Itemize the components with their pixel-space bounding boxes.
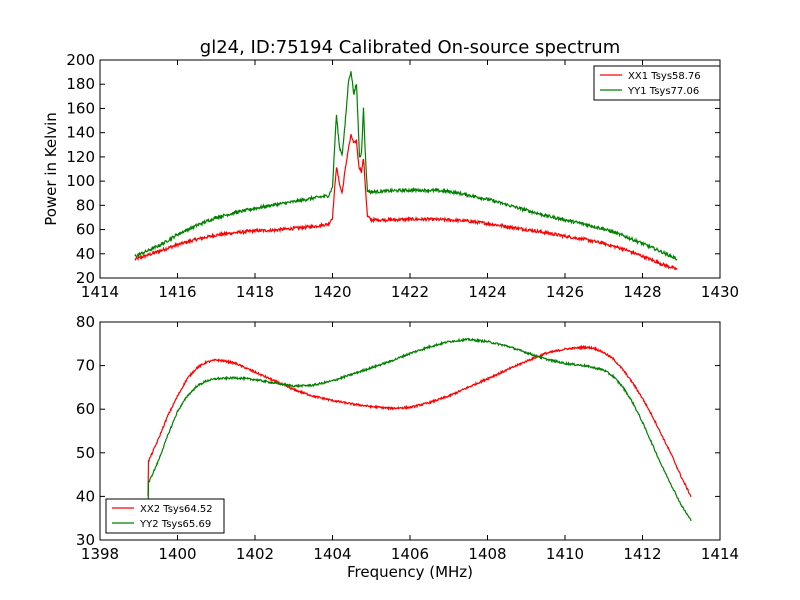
top-y-tick-label: 80 (76, 196, 95, 214)
top-panel: 1414 1416 1418 1420 1422 1424 1426 1428 1430 20 40… (66, 51, 739, 301)
top-series-line-1 (134, 134, 678, 271)
top-legend-label-1: XX1 Tsys58.76 (628, 71, 701, 82)
bottom-x-tick-label: 1404 (313, 545, 351, 563)
bottom-y-tick-label: 60 (76, 400, 95, 418)
bottom-series-line-2 (147, 337, 692, 522)
top-x-tick-label: 1420 (313, 283, 351, 301)
top-y-tick-label: 180 (66, 75, 95, 93)
top-y-tick-label: 40 (76, 245, 95, 263)
top-y-tick-label: 20 (76, 269, 95, 287)
chart-title: gl24, ID:75194 Calibrated On-source spec… (200, 37, 620, 58)
bottom-series-line-1 (147, 344, 692, 498)
top-series-line-2 (134, 71, 678, 261)
top-x-tick-label: 1414 (81, 283, 119, 301)
bottom-y-tick-label: 40 (76, 487, 95, 505)
top-x-tick-label: 1418 (236, 283, 274, 301)
bottom-legend-label-1: XX2 Tsys64.52 (140, 504, 213, 515)
bottom-x-tick-label: 1414 (701, 545, 739, 563)
top-y-tick-label: 140 (66, 124, 95, 142)
top-y-tick-label: 160 (66, 99, 95, 117)
bottom-x-tick-label: 1402 (236, 545, 274, 563)
bottom-y-tick-label: 70 (76, 357, 95, 375)
top-x-tick-label: 1428 (623, 283, 661, 301)
top-x-tick-label: 1424 (468, 283, 506, 301)
top-y-tick-label: 100 (66, 172, 95, 190)
bottom-legend-label-2: YY2 Tsys65.69 (139, 519, 211, 530)
bottom-x-axis-label: Frequency (MHz) (347, 563, 473, 581)
top-legend-label-2: YY1 Tsys77.06 (627, 86, 699, 97)
bottom-x-tick-label: 1412 (623, 545, 661, 563)
bottom-panel: 1398 1400 1402 1404 1406 1408 1410 1412 1414 30 40… (76, 313, 739, 563)
bottom-x-tick-label: 1406 (391, 545, 429, 563)
top-x-tick-label: 1430 (701, 283, 739, 301)
top-y-tick-label: 120 (66, 148, 95, 166)
bottom-y-tick-label: 80 (76, 313, 95, 331)
top-legend: XX1 Tsys58.76 YY1 Tsys77.06 (593, 65, 721, 101)
bottom-y-tick-label: 50 (76, 444, 95, 462)
bottom-legend-box (105, 498, 225, 534)
top-x-tick-label: 1416 (158, 283, 196, 301)
top-y-tick-label: 200 (66, 51, 95, 69)
bottom-x-tick-label: 1408 (468, 545, 506, 563)
top-y-tick-label: 60 (76, 221, 95, 239)
bottom-y-tick-label: 30 (76, 531, 95, 549)
bottom-x-tick-label: 1400 (158, 545, 196, 563)
top-y-axis-label: Power in Kelvin (42, 112, 60, 226)
bottom-legend: XX2 Tsys64.52 YY2 Tsys65.69 (105, 498, 225, 534)
bottom-x-tick-label: 1410 (546, 545, 584, 563)
bottom-x-tick-label: 1398 (81, 545, 119, 563)
top-legend-box (593, 65, 721, 101)
top-x-tick-label: 1426 (546, 283, 584, 301)
top-x-tick-label: 1422 (391, 283, 429, 301)
